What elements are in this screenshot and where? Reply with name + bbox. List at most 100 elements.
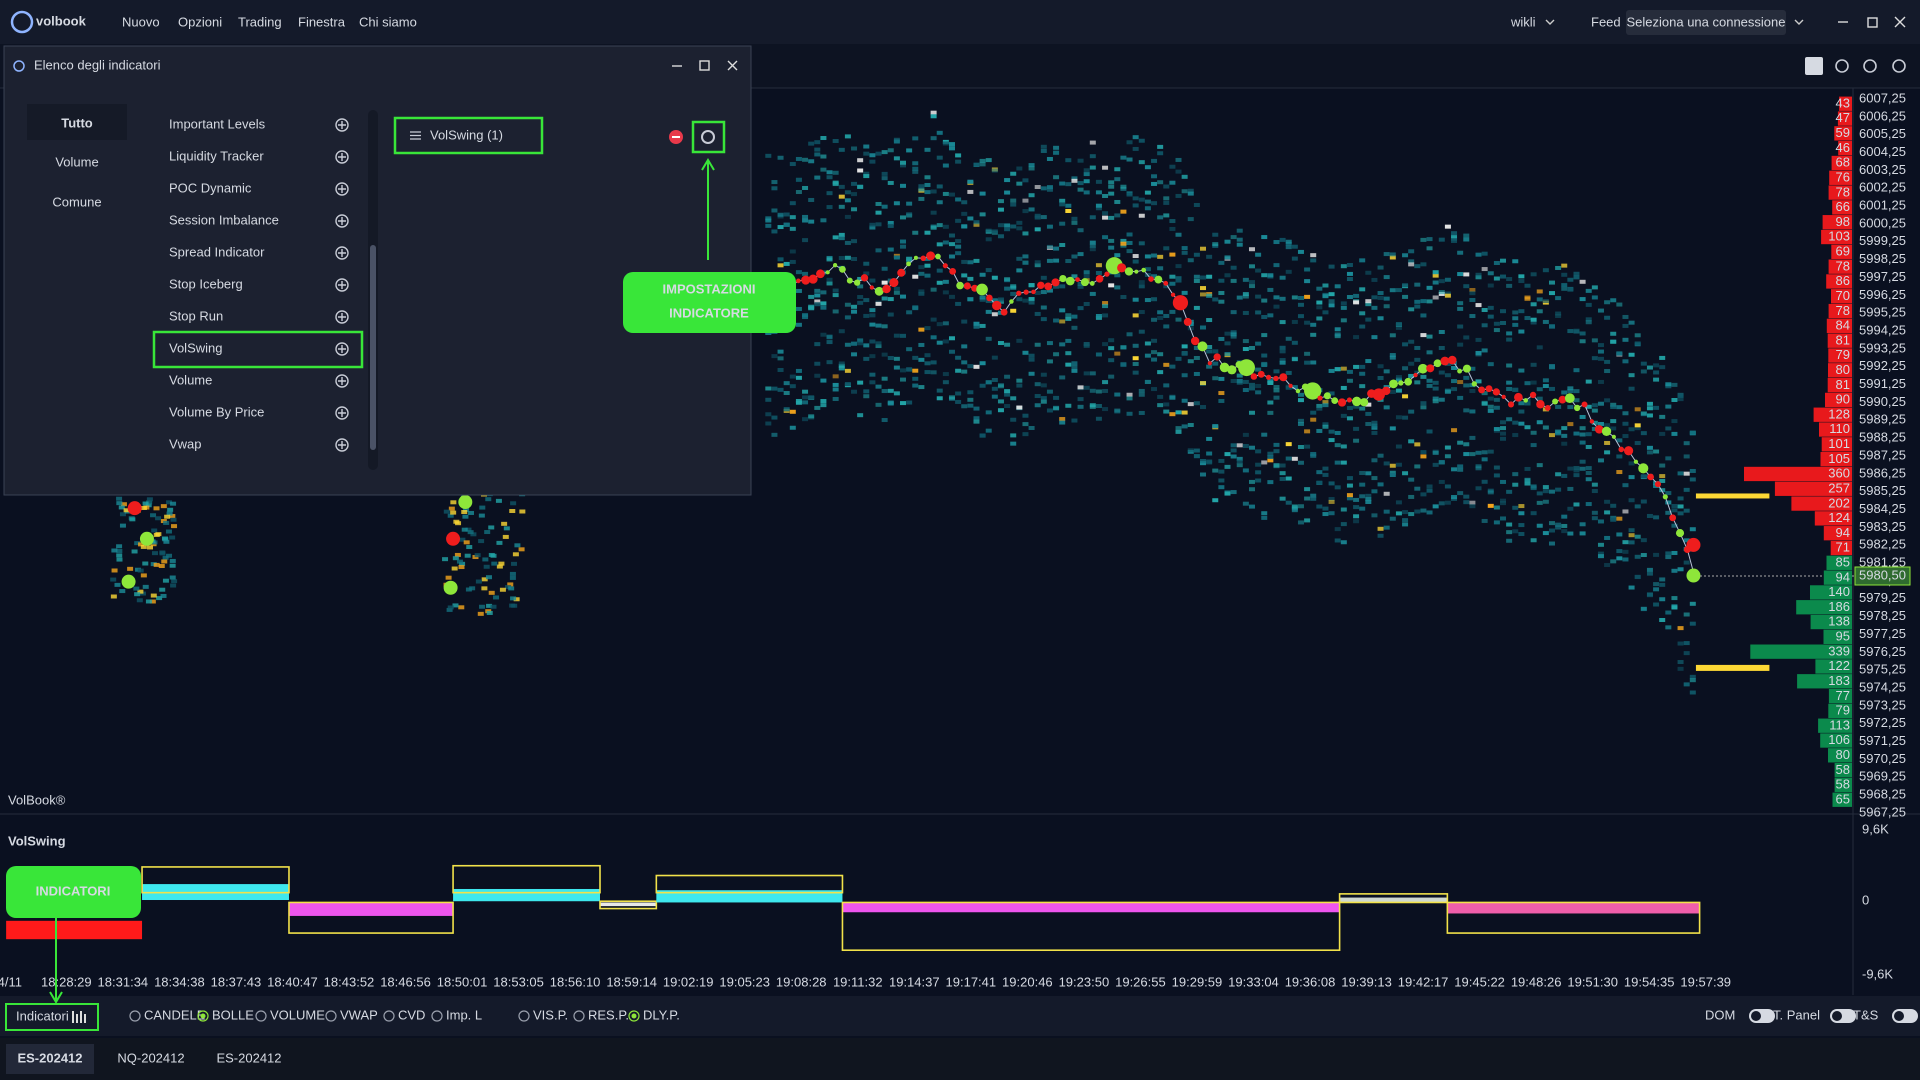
scrollbar-thumb[interactable]: [370, 245, 376, 450]
heat-cell: [123, 508, 130, 513]
settings-button[interactable]: [701, 130, 715, 144]
radio[interactable]: [628, 1010, 640, 1022]
indicator-item[interactable]: Session Imbalance: [169, 212, 279, 227]
toolbar-icon[interactable]: [1863, 59, 1877, 73]
indicators-button[interactable]: [5, 1003, 99, 1031]
trade-bubble: [1618, 446, 1625, 453]
maximize-button[interactable]: [1867, 17, 1878, 28]
heat-cell: [875, 248, 882, 253]
instrument-tab[interactable]: ES-202412: [17, 1050, 82, 1065]
heat-cell: [1065, 208, 1072, 213]
option-label[interactable]: DLY.P.: [643, 1007, 680, 1022]
trade-bubble: [1148, 276, 1154, 282]
menu-item[interactable]: Trading: [238, 14, 282, 29]
category-tab[interactable]: Comune: [52, 194, 101, 209]
instrument-tab[interactable]: NQ-202412: [117, 1050, 184, 1065]
price-label: 6006,25: [1859, 108, 1906, 123]
heat-cell: [1646, 571, 1653, 576]
indicator-item[interactable]: VolSwing: [169, 340, 222, 355]
heat-cell: [1561, 473, 1568, 478]
radio[interactable]: [383, 1010, 395, 1022]
heat-cell: [1500, 501, 1507, 506]
heat-cell: [447, 513, 454, 518]
radio[interactable]: [129, 1010, 141, 1022]
connection-select[interactable]: [1626, 10, 1786, 35]
radio[interactable]: [573, 1010, 585, 1022]
annotation-box: [623, 272, 796, 333]
heat-cell: [1395, 388, 1402, 393]
dialog-maximize[interactable]: [699, 60, 710, 71]
heat-cell: [1573, 473, 1580, 478]
heat-cell: [116, 501, 123, 506]
add-button[interactable]: [335, 150, 349, 164]
heat-cell: [1677, 660, 1684, 665]
menu-item[interactable]: Chi siamo: [359, 14, 417, 29]
heat-cell: [838, 184, 845, 189]
heat-cell: [1273, 263, 1280, 268]
heat-cell: [1163, 213, 1170, 218]
option-label[interactable]: Imp. L: [446, 1007, 482, 1022]
heat-cell: [1402, 342, 1409, 347]
heat-cell: [1548, 489, 1555, 494]
indicator-item[interactable]: Important Levels: [169, 116, 266, 131]
heat-cell: [1291, 244, 1298, 249]
heat-cell: [1518, 523, 1525, 528]
category-tab[interactable]: Volume: [55, 154, 98, 169]
menu-item[interactable]: Opzioni: [178, 14, 222, 29]
heat-cell: [1120, 361, 1127, 366]
swing-fill: [288, 902, 454, 916]
indicator-item[interactable]: Stop Iceberg: [169, 276, 243, 291]
user-menu[interactable]: wikli: [1510, 14, 1536, 29]
option-label[interactable]: VIS.P.: [533, 1007, 568, 1022]
close-button[interactable]: [1894, 16, 1906, 28]
add-button[interactable]: [335, 118, 349, 132]
active-indicator[interactable]: VolSwing (1): [430, 127, 503, 142]
option-label[interactable]: BOLLE: [212, 1007, 254, 1022]
dialog-close[interactable]: [727, 60, 738, 71]
radio[interactable]: [431, 1010, 443, 1022]
add-button[interactable]: [335, 246, 349, 260]
option-label[interactable]: CANDELE: [144, 1007, 206, 1022]
indicator-item[interactable]: Volume By Price: [169, 404, 264, 419]
radio[interactable]: [325, 1010, 337, 1022]
toolbar-icon[interactable]: [1835, 59, 1849, 73]
option-label[interactable]: VWAP: [340, 1007, 378, 1022]
add-button[interactable]: [335, 374, 349, 388]
heat-cell: [1555, 487, 1562, 492]
heat-cell: [814, 361, 821, 366]
option-label[interactable]: VOLUME: [270, 1007, 325, 1022]
add-button[interactable]: [335, 278, 349, 292]
option-label[interactable]: RES.P.: [588, 1007, 629, 1022]
indicator-item[interactable]: Stop Run: [169, 308, 223, 323]
add-button[interactable]: [335, 310, 349, 324]
indicator-item[interactable]: POC Dynamic: [169, 180, 252, 195]
indicator-item[interactable]: Vwap: [169, 436, 202, 451]
trade-bubble: [1089, 280, 1095, 286]
radio[interactable]: [197, 1010, 209, 1022]
heat-cell: [1634, 333, 1641, 338]
indicator-item[interactable]: Liquidity Tracker: [169, 148, 264, 163]
add-button[interactable]: [335, 182, 349, 196]
add-button[interactable]: [335, 438, 349, 452]
indicator-item[interactable]: Spread Indicator: [169, 244, 265, 259]
heat-cell: [1285, 385, 1292, 390]
heat-cell: [478, 513, 485, 518]
heat-cell: [1193, 454, 1200, 459]
trade-bubble: [913, 255, 918, 260]
add-button[interactable]: [335, 342, 349, 356]
add-button[interactable]: [335, 214, 349, 228]
category-tab[interactable]: Tutto: [61, 115, 93, 130]
radio[interactable]: [518, 1010, 530, 1022]
heat-cell: [1077, 404, 1084, 409]
currency-button[interactable]: [1805, 57, 1823, 75]
indicator-item[interactable]: Volume: [169, 372, 212, 387]
radio[interactable]: [255, 1010, 267, 1022]
add-button[interactable]: [335, 406, 349, 420]
heat-cell: [1261, 314, 1268, 319]
heat-cell: [1346, 277, 1353, 282]
option-label[interactable]: CVD: [398, 1007, 425, 1022]
menu-item[interactable]: Finestra: [298, 14, 346, 29]
instrument-tab[interactable]: ES-202412: [216, 1050, 281, 1065]
menu-item[interactable]: Nuovo: [122, 14, 160, 29]
toolbar-icon[interactable]: [1892, 59, 1906, 73]
